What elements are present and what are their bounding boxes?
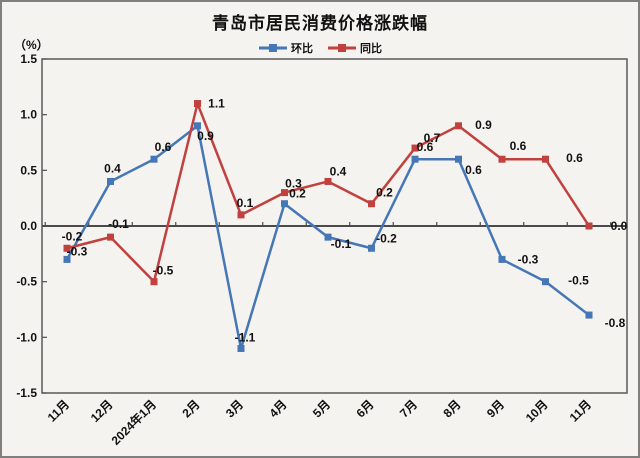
- chart-title: 青岛市居民消费价格涨跌幅: [212, 14, 428, 33]
- svg-text:0.5: 0.5: [20, 163, 37, 177]
- svg-text:-0.3: -0.3: [67, 244, 88, 258]
- svg-text:1.5: 1.5: [20, 52, 37, 66]
- svg-text:1.0: 1.0: [20, 108, 37, 122]
- svg-text:-1.1: -1.1: [235, 330, 256, 344]
- legend-label-mom: 环比: [291, 43, 313, 55]
- y-axis-unit-label: （%）: [14, 38, 49, 52]
- svg-text:0.6: 0.6: [417, 140, 434, 154]
- svg-text:0.9: 0.9: [197, 129, 214, 143]
- svg-text:0.1: 0.1: [237, 196, 254, 210]
- svg-text:11月: 11月: [45, 397, 72, 424]
- svg-text:12月: 12月: [88, 397, 116, 425]
- svg-text:0.6: 0.6: [465, 163, 482, 177]
- svg-text:-1.5: -1.5: [16, 386, 37, 400]
- svg-text:10月: 10月: [523, 397, 551, 425]
- svg-text:11月: 11月: [567, 397, 594, 424]
- legend-swatch-line-square-icon: [259, 44, 287, 52]
- svg-text:0.6: 0.6: [155, 140, 172, 154]
- svg-text:0.7: 0.7: [424, 131, 441, 145]
- svg-text:6月: 6月: [354, 397, 377, 420]
- svg-text:0.0: 0.0: [611, 219, 628, 233]
- svg-text:0.4: 0.4: [330, 164, 347, 178]
- legend: 环比 同比: [2, 40, 638, 56]
- svg-text:0.4: 0.4: [104, 161, 121, 175]
- legend-label-yoy: 同比: [360, 43, 382, 55]
- svg-text:-0.1: -0.1: [331, 237, 352, 251]
- svg-text:-0.2: -0.2: [62, 229, 83, 243]
- svg-text:0.2: 0.2: [376, 186, 393, 200]
- svg-text:0.0: 0.0: [20, 219, 37, 233]
- svg-text:-0.3: -0.3: [518, 252, 539, 266]
- svg-text:0.3: 0.3: [285, 177, 302, 191]
- svg-text:0.6: 0.6: [510, 139, 527, 153]
- svg-text:5月: 5月: [310, 397, 333, 420]
- svg-text:9月: 9月: [484, 397, 507, 420]
- legend-item-mom: 环比: [258, 40, 313, 56]
- svg-text:-0.1: -0.1: [108, 217, 129, 231]
- svg-text:-0.2: -0.2: [376, 231, 397, 245]
- svg-text:3月: 3月: [223, 397, 246, 420]
- svg-text:-1.0: -1.0: [16, 330, 37, 344]
- svg-text:-0.5: -0.5: [568, 274, 589, 288]
- legend-swatch-line-square-icon: [328, 44, 356, 52]
- svg-text:4月: 4月: [267, 397, 290, 420]
- svg-text:2024年1月: 2024年1月: [108, 397, 159, 448]
- svg-text:7月: 7月: [397, 397, 420, 420]
- svg-text:-0.8: -0.8: [605, 316, 626, 330]
- svg-text:-0.5: -0.5: [153, 264, 174, 278]
- svg-text:1.1: 1.1: [208, 97, 225, 111]
- svg-text:0.2: 0.2: [289, 187, 306, 201]
- svg-text:2月: 2月: [180, 397, 203, 420]
- svg-text:0.9: 0.9: [475, 118, 492, 132]
- svg-text:8月: 8月: [441, 397, 464, 420]
- svg-text:0.6: 0.6: [566, 151, 583, 165]
- svg-text:-0.5: -0.5: [16, 275, 37, 289]
- legend-item-yoy: 同比: [327, 40, 382, 56]
